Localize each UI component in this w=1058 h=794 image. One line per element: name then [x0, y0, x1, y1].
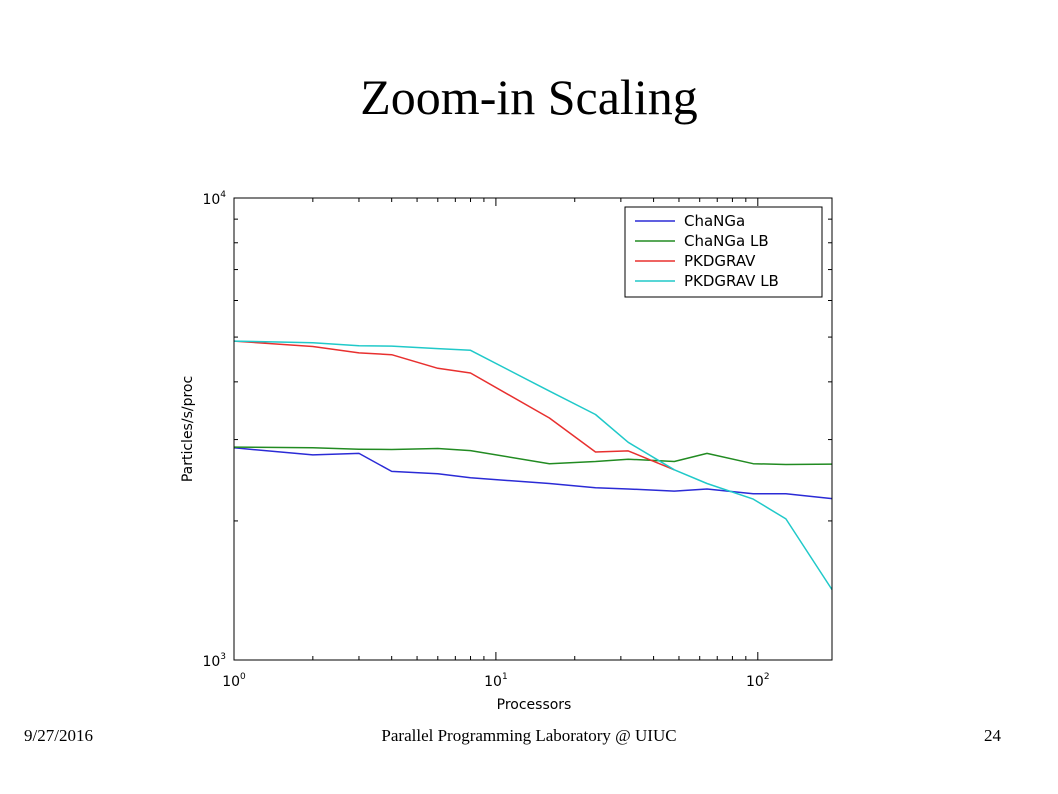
y-tick-label: 103	[202, 652, 226, 670]
legend-label: ChaNGa LB	[684, 232, 769, 250]
slide-title: Zoom-in Scaling	[360, 69, 698, 125]
chart-legend: ChaNGa ChaNGa LB PKDGRAV PKDGRAV LB	[624, 206, 823, 298]
x-tick-label: 100	[222, 672, 246, 690]
chart-ticks: 100 101 102 103 104	[202, 190, 832, 690]
y-axis-label: Particles/s/proc	[180, 376, 196, 482]
series-line-pkdgrav-lb	[233, 340, 833, 591]
chart-series-lines	[233, 340, 833, 591]
y-tick-label: 104	[202, 190, 226, 208]
page-number: 24	[984, 726, 1001, 745]
legend-box	[624, 206, 823, 298]
x-tick-label: 102	[746, 672, 770, 690]
x-axis-label: Processors	[497, 697, 572, 713]
x-tick-label: 101	[484, 672, 508, 690]
series-line-pkdgrav	[233, 340, 675, 471]
series-line-changa	[233, 447, 833, 500]
series-line-changa-lb	[233, 446, 833, 466]
legend-label: PKDGRAV LB	[684, 272, 779, 290]
legend-label: ChaNGa	[684, 212, 745, 230]
footer-date: 9/27/2016	[24, 726, 93, 745]
footer-center: Parallel Programming Laboratory @ UIUC	[381, 726, 677, 745]
legend-label: PKDGRAV	[684, 252, 756, 270]
plot-frame	[233, 197, 833, 661]
